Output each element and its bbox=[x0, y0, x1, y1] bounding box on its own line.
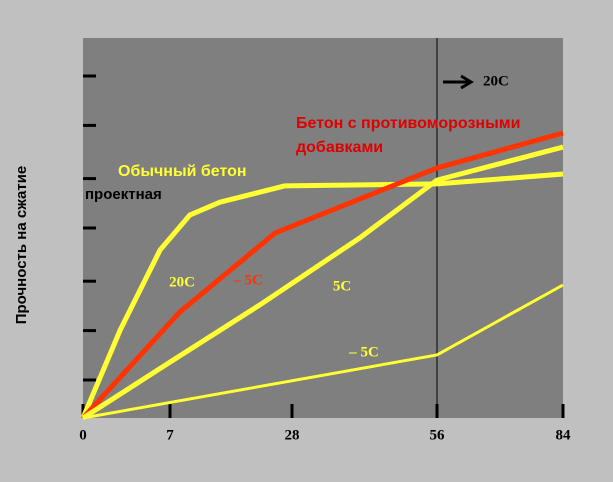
annotation: 20C bbox=[483, 73, 509, 89]
annotation: Обычный бетон bbox=[118, 163, 247, 180]
y-axis-label: Прочность на сжатие bbox=[13, 166, 30, 325]
arrow bbox=[443, 74, 474, 90]
x-tick-label: 28 bbox=[285, 427, 300, 443]
series-label: – 5C bbox=[348, 344, 379, 360]
series-line bbox=[80, 171, 564, 419]
x-tick-label: 56 bbox=[430, 427, 446, 443]
series-label: – 5C bbox=[232, 272, 263, 288]
series-line bbox=[82, 283, 564, 420]
series-line bbox=[81, 144, 564, 421]
x-tick-label: 84 bbox=[556, 427, 572, 443]
annotation: добавками bbox=[296, 139, 383, 156]
plot-area bbox=[83, 38, 563, 418]
annotation: проектная bbox=[85, 186, 162, 203]
series-label: 5C bbox=[333, 278, 351, 294]
annotation: Бетон с противоморозными bbox=[296, 115, 520, 132]
x-tick-label: 0 bbox=[79, 427, 87, 443]
series-line bbox=[81, 130, 564, 420]
x-tick-label: 7 bbox=[166, 427, 174, 443]
series-label: 20C bbox=[169, 274, 195, 290]
